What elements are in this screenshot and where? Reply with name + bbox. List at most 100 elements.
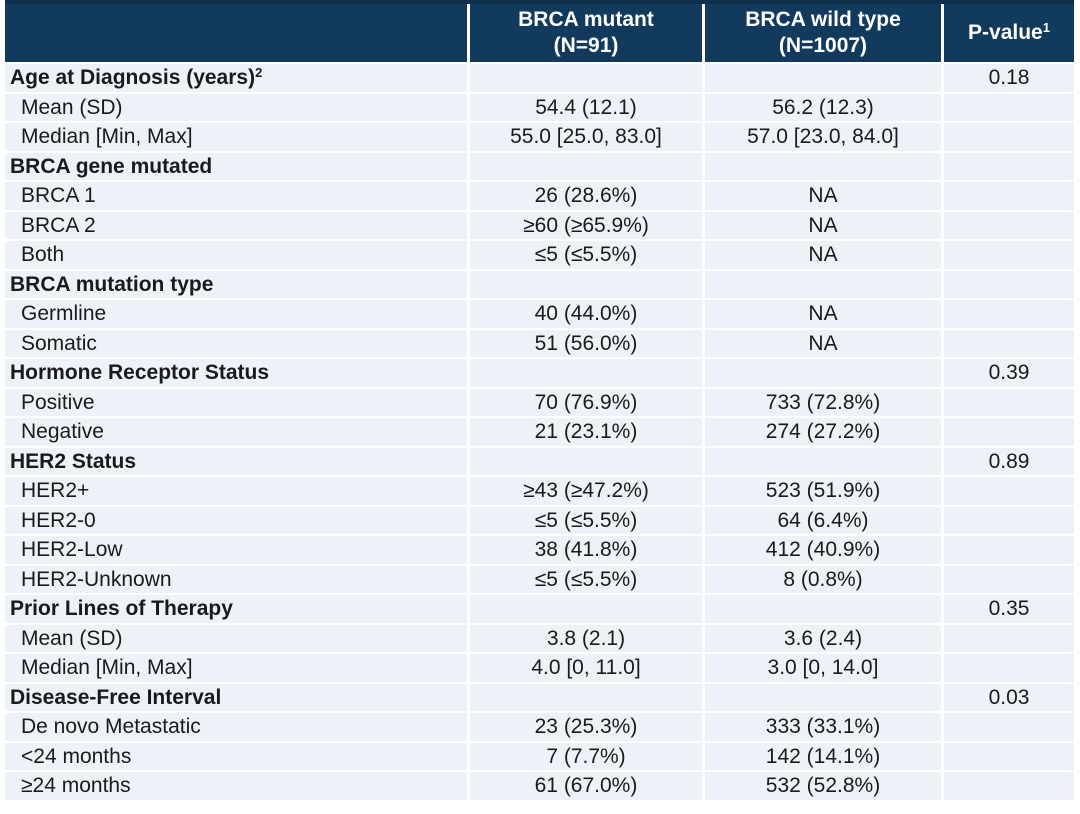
header-cell-brca-wild-type: BRCA wild type (N=1007) [705, 4, 941, 62]
row-label: BRCA mutation type [5, 270, 467, 298]
cell-p-value: 0.39 [944, 359, 1074, 387]
cell-brca-wild-type: 532 (52.8%) [705, 772, 941, 800]
row-label: HER2-Unknown [5, 565, 467, 593]
cell-p-value [944, 211, 1074, 239]
cell-brca-wild-type: NA [705, 182, 941, 210]
cell-brca-mutant: 7 (7.7%) [470, 742, 702, 770]
table-row: Somatic 51 (56.0%) NA [5, 329, 1074, 357]
cell-brca-mutant: 4.0 [0, 11.0] [470, 654, 702, 682]
cell-brca-mutant: ≤5 (≤5.5%) [470, 241, 702, 269]
row-label: HER2-Low [5, 536, 467, 564]
cell-brca-wild-type: 3.0 [0, 14.0] [705, 654, 941, 682]
cell-brca-mutant: ≥43 (≥47.2%) [470, 477, 702, 505]
cell-p-value [944, 300, 1074, 328]
cell-p-value [944, 93, 1074, 121]
row-label: Age at Diagnosis (years)2 [5, 64, 467, 92]
header-sublabel: (N=91) [553, 34, 619, 57]
cell-brca-wild-type: 3.6 (2.4) [705, 624, 941, 652]
cell-brca-wild-type [705, 64, 941, 92]
cell-p-value: 0.89 [944, 447, 1074, 475]
row-label: Positive [5, 388, 467, 416]
cell-brca-wild-type [705, 359, 941, 387]
cell-brca-mutant: 40 (44.0%) [470, 300, 702, 328]
table-header: BRCA mutant (N=91) BRCA wild type (N=100… [5, 0, 1074, 62]
cell-brca-mutant [470, 359, 702, 387]
cell-brca-mutant: ≤5 (≤5.5%) [470, 565, 702, 593]
header-label: P-value1 [968, 20, 1050, 44]
row-label: BRCA gene mutated [5, 152, 467, 180]
cell-brca-wild-type: 142 (14.1%) [705, 742, 941, 770]
table-row: Prior Lines of Therapy 0.35 [5, 595, 1074, 623]
cell-p-value [944, 477, 1074, 505]
cell-brca-mutant: 23 (25.3%) [470, 713, 702, 741]
cell-p-value [944, 388, 1074, 416]
table-row: <24 months 7 (7.7%) 142 (14.1%) [5, 742, 1074, 770]
header-cell-p-value: P-value1 [944, 4, 1074, 62]
row-label: Median [Min, Max] [5, 123, 467, 151]
cell-brca-mutant: 55.0 [25.0, 83.0] [470, 123, 702, 151]
cell-brca-wild-type: 8 (0.8%) [705, 565, 941, 593]
header-sublabel: (N=1007) [778, 34, 868, 57]
cell-brca-wild-type: 733 (72.8%) [705, 388, 941, 416]
cell-brca-mutant: 26 (28.6%) [470, 182, 702, 210]
cell-brca-wild-type [705, 447, 941, 475]
row-label: Median [Min, Max] [5, 654, 467, 682]
table-row: Mean (SD) 54.4 (12.1) 56.2 (12.3) [5, 93, 1074, 121]
cell-p-value [944, 565, 1074, 593]
header-cell-brca-mutant: BRCA mutant (N=91) [470, 4, 702, 62]
cell-p-value [944, 182, 1074, 210]
row-label: Both [5, 241, 467, 269]
table-row: HER2-0 ≤5 (≤5.5%) 64 (6.4%) [5, 506, 1074, 534]
table-row: De novo Metastatic 23 (25.3%) 333 (33.1%) [5, 713, 1074, 741]
cell-brca-mutant: 61 (67.0%) [470, 772, 702, 800]
cell-brca-wild-type: 333 (33.1%) [705, 713, 941, 741]
cell-p-value [944, 152, 1074, 180]
table-body: Age at Diagnosis (years)2 0.18 Mean (SD) 54… [5, 64, 1074, 800]
table-row: HER2-Low 38 (41.8%) 412 (40.9%) [5, 536, 1074, 564]
row-label: Hormone Receptor Status [5, 359, 467, 387]
table-row: Disease-Free Interval 0.03 [5, 683, 1074, 711]
cell-brca-mutant [470, 64, 702, 92]
cell-p-value [944, 270, 1074, 298]
cell-brca-mutant: 38 (41.8%) [470, 536, 702, 564]
cell-brca-mutant [470, 152, 702, 180]
cell-brca-wild-type [705, 270, 941, 298]
table-row: Median [Min, Max] 4.0 [0, 11.0] 3.0 [0, 14… [5, 654, 1074, 682]
cell-brca-wild-type: 57.0 [23.0, 84.0] [705, 123, 941, 151]
cell-brca-wild-type: 64 (6.4%) [705, 506, 941, 534]
cell-brca-wild-type: 274 (27.2%) [705, 418, 941, 446]
row-label: BRCA 2 [5, 211, 467, 239]
table-row: BRCA gene mutated [5, 152, 1074, 180]
table-row: HER2+ ≥43 (≥47.2%) 523 (51.9%) [5, 477, 1074, 505]
cell-brca-mutant: 21 (23.1%) [470, 418, 702, 446]
cell-brca-wild-type [705, 683, 941, 711]
row-label: Germline [5, 300, 467, 328]
cell-p-value: 0.35 [944, 595, 1074, 623]
table-row: BRCA mutation type [5, 270, 1074, 298]
cell-brca-mutant: 3.8 (2.1) [470, 624, 702, 652]
table-row: Germline 40 (44.0%) NA [5, 300, 1074, 328]
cell-p-value: 0.03 [944, 683, 1074, 711]
row-label: <24 months [5, 742, 467, 770]
cell-p-value [944, 329, 1074, 357]
table-row: Positive 70 (76.9%) 733 (72.8%) [5, 388, 1074, 416]
cell-brca-wild-type: NA [705, 329, 941, 357]
cell-brca-wild-type: NA [705, 300, 941, 328]
cell-brca-mutant [470, 447, 702, 475]
cell-p-value [944, 123, 1074, 151]
table-row: BRCA 2 ≥60 (≥65.9%) NA [5, 211, 1074, 239]
cell-brca-mutant [470, 683, 702, 711]
label-footnote-marker: 2 [255, 65, 263, 80]
characteristics-table: BRCA mutant (N=91) BRCA wild type (N=100… [5, 0, 1074, 800]
row-label: ≥24 months [5, 772, 467, 800]
row-label: Prior Lines of Therapy [5, 595, 467, 623]
cell-p-value [944, 241, 1074, 269]
p-value-footnote-marker: 1 [1042, 20, 1050, 35]
cell-brca-mutant [470, 595, 702, 623]
table-row: HER2-Unknown ≤5 (≤5.5%) 8 (0.8%) [5, 565, 1074, 593]
cell-p-value [944, 536, 1074, 564]
table-row: Mean (SD) 3.8 (2.1) 3.6 (2.4) [5, 624, 1074, 652]
row-label: De novo Metastatic [5, 713, 467, 741]
table-row: Negative 21 (23.1%) 274 (27.2%) [5, 418, 1074, 446]
cell-brca-wild-type: 412 (40.9%) [705, 536, 941, 564]
